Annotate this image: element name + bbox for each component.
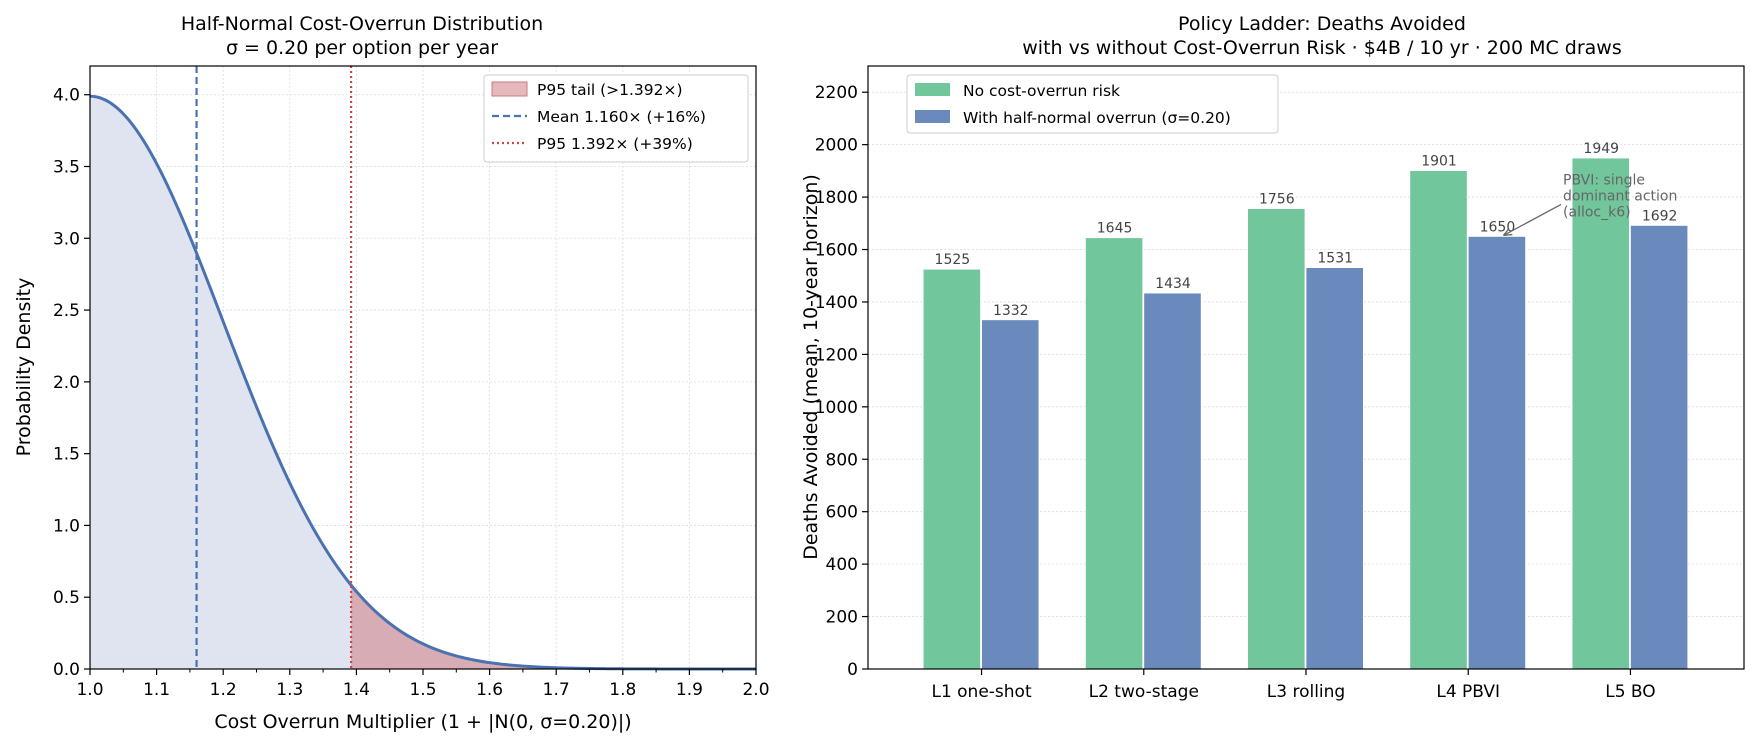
legend-tail-label: P95 tail (>1.392×) <box>537 81 683 99</box>
bar-value-label: 1756 <box>1259 192 1295 208</box>
annotation-text-line: PBVI: single <box>1563 172 1645 188</box>
bar-no-risk <box>1247 208 1306 670</box>
legend-p95-label: P95 1.392× (+39%) <box>537 135 693 153</box>
annotation-arrow <box>1503 203 1562 236</box>
legend-overrun-swatch <box>915 110 950 123</box>
right-y-axis-title: Deaths Avoided (mean, 10-year horizon) <box>800 174 822 560</box>
left-chart: Half-Normal Cost-Overrun Distribution σ … <box>13 13 770 733</box>
bar-value-label: 1531 <box>1317 251 1353 267</box>
right-legend-box <box>906 74 1279 134</box>
left-x-axis: 1.0 1.1 1.2 1.3 1.4 1.5 1.6 1.7 1.8 1.9 2.0 <box>76 669 770 700</box>
left-x-tick-label: 1.4 <box>343 680 370 700</box>
left-y-tick-label: 1.5 <box>53 445 80 465</box>
left-y-tick-label: 0.5 <box>53 588 80 608</box>
category-label: L1 one-shot <box>931 682 1031 702</box>
right-x-axis: L1 one-shot L2 two-stage L3 rolling L4 PBVI… <box>931 669 1656 702</box>
category-label: L3 rolling <box>1267 682 1345 702</box>
left-y-tick-label: 0.0 <box>53 660 80 680</box>
left-y-tick-label: 3.0 <box>53 229 80 249</box>
left-y-tick-label: 3.5 <box>53 158 80 178</box>
left-x-tick-label: 1.9 <box>676 680 703 700</box>
bar-value-label: 1692 <box>1642 208 1678 224</box>
left-chart-title: Half-Normal Cost-Overrun Distribution <box>181 13 543 35</box>
right-chart: Policy Ladder: Deaths Avoided with vs wi… <box>800 13 1745 702</box>
left-x-tick-label: 2.0 <box>742 680 769 700</box>
bar-no-risk <box>922 268 981 670</box>
right-chart-subtitle: with vs without Cost-Overrun Risk · $4B … <box>1022 37 1621 59</box>
p95-tail-fill <box>351 585 756 669</box>
legend-no-risk-label: No cost-overrun risk <box>963 82 1120 100</box>
bar-with-overrun <box>1305 267 1364 670</box>
left-x-tick-label: 1.1 <box>143 680 170 700</box>
left-legend-box <box>483 74 749 163</box>
legend-mean-label: Mean 1.160× (+16%) <box>537 108 706 126</box>
bar-value-label: 1949 <box>1583 141 1619 157</box>
left-chart-subtitle: σ = 0.20 per option per year <box>226 37 498 59</box>
left-x-tick-label: 1.0 <box>76 680 103 700</box>
right-legend: No cost-overrun risk With half-normal ov… <box>906 74 1279 134</box>
left-y-tick-label: 2.5 <box>53 301 80 321</box>
bar-value-label: 1901 <box>1421 154 1457 170</box>
left-x-tick-label: 1.8 <box>609 680 636 700</box>
bar-value-label: 1525 <box>935 252 971 268</box>
bar-with-overrun <box>1143 292 1202 670</box>
density-fill <box>90 96 756 670</box>
bar-value-label: 1434 <box>1155 276 1191 292</box>
right-chart-title: Policy Ladder: Deaths Avoided <box>1178 13 1466 35</box>
left-y-tick-label: 4.0 <box>53 86 80 106</box>
category-label: L4 PBVI <box>1436 682 1500 702</box>
legend-no-risk-swatch <box>915 83 950 96</box>
right-y-tick-label: 1400 <box>815 293 858 313</box>
right-y-tick-label: 2200 <box>815 83 858 103</box>
bar-no-risk <box>1409 170 1468 670</box>
left-x-axis-title: Cost Overrun Multiplier (1 + |N(0, σ=0.2… <box>214 711 631 733</box>
left-y-tick-label: 2.0 <box>53 373 80 393</box>
right-y-tick-label: 200 <box>826 608 858 628</box>
left-y-tick-label: 1.0 <box>53 516 80 536</box>
bar-value-label: 1650 <box>1480 219 1516 235</box>
bar-value-label: 1645 <box>1097 221 1133 237</box>
bar-with-overrun <box>981 319 1040 670</box>
legend-tail-swatch <box>491 81 528 97</box>
left-x-tick-label: 1.7 <box>543 680 570 700</box>
left-x-tick-label: 1.3 <box>276 680 303 700</box>
bar-value-label: 1332 <box>993 303 1029 319</box>
bar-with-overrun <box>1630 224 1689 670</box>
right-y-tick-label: 1600 <box>815 241 858 261</box>
category-label: L5 BO <box>1605 682 1655 702</box>
right-y-tick-label: 800 <box>826 450 858 470</box>
right-y-tick-label: 1800 <box>815 188 858 208</box>
category-label: L2 two-stage <box>1089 682 1199 702</box>
left-x-tick-label: 1.6 <box>476 680 503 700</box>
bar-no-risk <box>1084 237 1144 670</box>
left-x-tick-label: 1.5 <box>409 680 436 700</box>
annotation-arrowhead <box>1502 227 1513 237</box>
right-y-axis: 0 200 400 600 800 1000 1200 1400 1600 1800 2000 220… <box>815 83 868 680</box>
right-y-tick-label: 1200 <box>815 345 858 365</box>
right-y-tick-label: 2000 <box>815 136 858 156</box>
right-y-tick-label: 400 <box>826 555 858 575</box>
annotation-text-line: (alloc_k6) <box>1563 204 1631 220</box>
right-y-tick-label: 1000 <box>815 398 858 418</box>
annotation-text-line: dominant action <box>1563 188 1677 204</box>
right-y-tick-label: 600 <box>826 503 858 523</box>
left-y-axis: 0.0 0.5 1.0 1.5 2.0 2.5 3.0 3.5 4.0 <box>53 86 90 680</box>
right-y-tick-label: 0 <box>847 660 858 680</box>
left-y-axis-title: Probability Density <box>13 278 35 457</box>
left-legend: P95 tail (>1.392×) Mean 1.160× (+16%) P9… <box>483 74 749 163</box>
bar-no-risk <box>1571 157 1630 670</box>
legend-overrun-label: With half-normal overrun (σ=0.20) <box>963 109 1231 127</box>
left-x-tick-label: 1.2 <box>210 680 237 700</box>
bar-with-overrun <box>1467 236 1527 670</box>
right-bars: 1525 1332 1645 1434 1756 1531 1901 1650 1949 1692 <box>922 141 1689 670</box>
